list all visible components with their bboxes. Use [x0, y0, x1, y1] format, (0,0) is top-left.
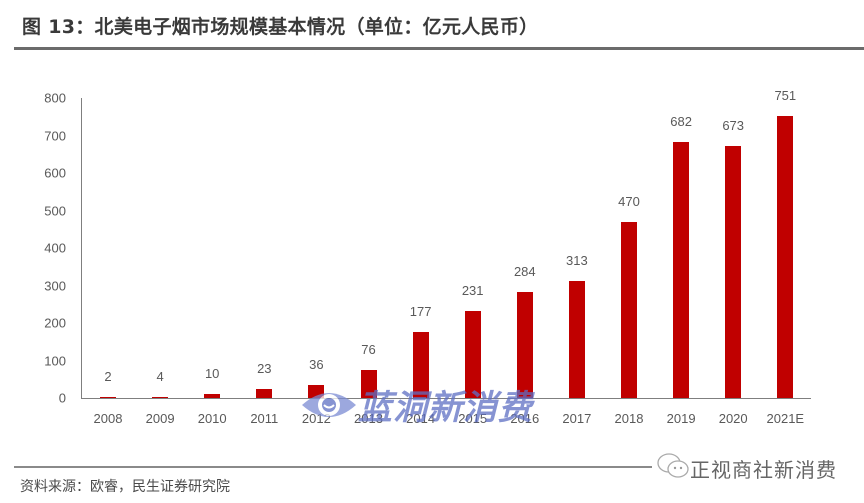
data-label: 673 [722, 117, 745, 133]
data-label: 2 [104, 368, 112, 384]
x-tick-label: 2010 [197, 411, 227, 426]
x-tick-label: 2014 [406, 411, 436, 426]
bar-2011 [256, 389, 273, 398]
bar-2019 [673, 142, 690, 398]
data-label: 76 [361, 341, 376, 357]
data-label: 470 [618, 193, 640, 209]
bar-2009 [152, 396, 169, 398]
x-tick-label: 2020 [718, 411, 748, 426]
data-label: 284 [513, 263, 536, 279]
wechat-icon [656, 452, 690, 484]
footer-divider [14, 466, 838, 468]
bar-2020 [725, 145, 742, 398]
y-tick-label: 700 [44, 128, 66, 143]
x-tick-label: 2016 [510, 411, 540, 426]
brand-name: 正视商社新消费 [690, 457, 837, 482]
data-label: 313 [566, 252, 588, 268]
x-tick-label: 2011 [250, 411, 279, 426]
x-tick-label: 2013 [354, 411, 383, 426]
bar-2021E [777, 116, 794, 398]
bar-2015 [464, 311, 481, 398]
x-tick-label: 2021E [766, 411, 805, 426]
x-tick-label: 2019 [666, 411, 696, 426]
y-tick-label: 100 [44, 353, 66, 368]
data-label: 751 [774, 88, 797, 104]
data-label: 10 [204, 366, 220, 382]
bar-2014 [412, 331, 429, 398]
bar-2008 [100, 396, 116, 398]
watermark-text: 蓝洞新消费 [358, 388, 533, 428]
x-tick-label: 2017 [562, 411, 592, 426]
y-tick-label: 0 [58, 390, 66, 406]
bar-2017 [568, 280, 585, 398]
y-tick-label: 500 [44, 203, 66, 218]
brand-badge: 正视商社新消费 [652, 452, 841, 484]
source-note: 资料来源：欧睿，民生证券研究院 [20, 479, 230, 495]
bar-2016 [516, 291, 533, 398]
y-axis-line [81, 98, 82, 398]
data-label: 4 [156, 368, 164, 384]
bar-2013 [360, 369, 377, 398]
eye-icon [300, 387, 358, 423]
bar-chart: 0 100 200 300 400 500 600 700 800 2 2008 4 2009 10 20… [44, 88, 811, 426]
data-label: 682 [670, 114, 692, 130]
title-divider [14, 47, 864, 50]
x-tick-label: 2018 [614, 411, 644, 426]
x-tick-label: 2015 [458, 411, 488, 426]
x-tick-label: 2008 [93, 411, 123, 426]
watermark: 蓝洞新消费 [300, 380, 533, 429]
data-label: 36 [309, 356, 324, 372]
data-label: 177 [409, 303, 432, 319]
y-tick-label: 300 [44, 278, 66, 293]
bar-2018 [621, 221, 637, 398]
x-tick-label: 2009 [145, 411, 175, 426]
y-tick-label: 200 [44, 315, 66, 331]
y-tick-label: 800 [44, 90, 66, 106]
data-label: 23 [257, 361, 272, 377]
bar-2010 [204, 394, 221, 398]
x-axis-line [81, 398, 811, 399]
y-tick-label: 600 [44, 165, 66, 181]
data-label: 231 [461, 283, 484, 299]
y-tick-label: 400 [44, 240, 66, 256]
figure-title: 图 13：北美电子烟市场规模基本情况（单位：亿元人民币） [22, 16, 539, 38]
